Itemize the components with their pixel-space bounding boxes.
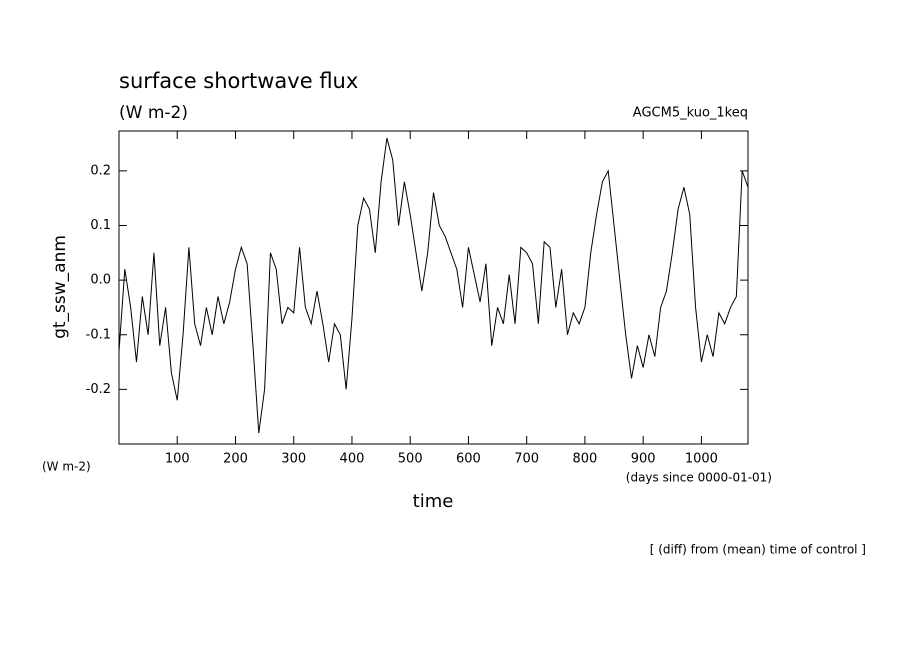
annotation: AGCM5_kuo_1keq — [633, 106, 748, 121]
y-tick-label: -0.2 — [86, 382, 111, 397]
x-tick-label: 1000 — [685, 452, 718, 467]
y-tick-label: -0.1 — [86, 327, 111, 342]
chart-title: surface shortwave flux — [119, 69, 358, 93]
y-tick-label: 0.0 — [90, 273, 111, 288]
y-tick-label: 0.1 — [90, 218, 111, 233]
x-tick-label: 500 — [398, 452, 423, 467]
chart-subtitle: (W m-2) — [119, 103, 188, 123]
x-axis-label: time — [413, 491, 454, 512]
y-units: (W m-2) — [42, 460, 91, 474]
y-tick-label: 0.2 — [90, 163, 111, 178]
x-tick-label: 800 — [573, 452, 598, 467]
x-tick-label: 300 — [281, 452, 306, 467]
x-tick-label: 700 — [514, 452, 539, 467]
x-units: (days since 0000-01-01) — [626, 471, 772, 485]
x-tick-label: 900 — [631, 452, 656, 467]
x-tick-label: 600 — [456, 452, 481, 467]
x-tick-label: 400 — [340, 452, 365, 467]
x-tick-label: 100 — [165, 452, 190, 467]
plot-frame — [118, 130, 749, 445]
footer: [ (diff) from (mean) time of control ] — [650, 543, 866, 557]
y-axis-label: gt_ssw_anm — [50, 235, 70, 339]
data-line — [118, 137, 749, 434]
x-tick-label: 200 — [223, 452, 248, 467]
